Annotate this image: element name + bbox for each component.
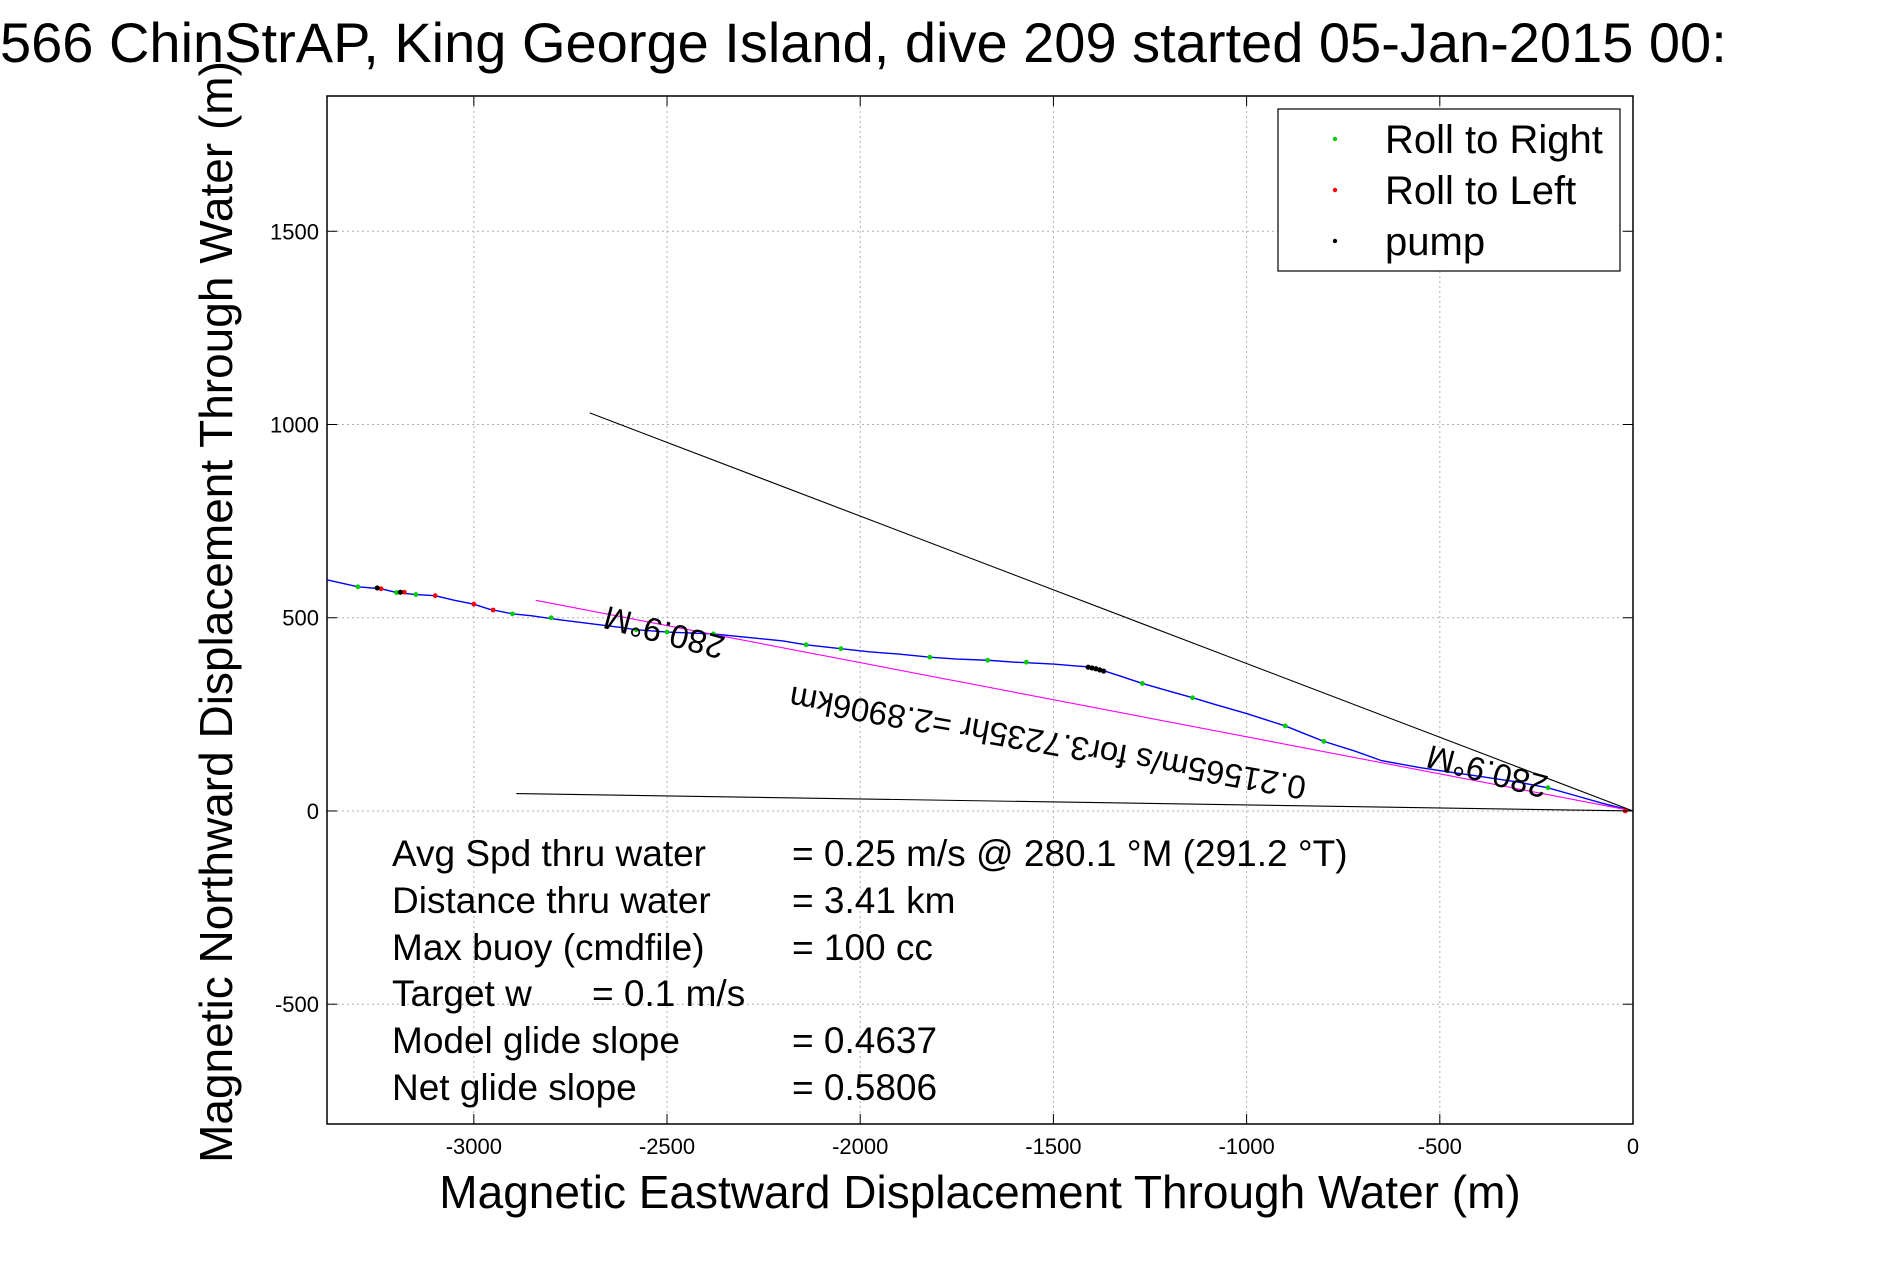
y-tick-label: 1500 — [270, 219, 319, 244]
stat-label-model-glide: Model glide slope — [392, 1020, 680, 1061]
legend-label-pump: pump — [1385, 220, 1485, 264]
x-tick-label: -3000 — [446, 1134, 502, 1159]
stat-value-avg-speed: = 0.25 m/s @ 280.1 °M (291.2 °T) — [792, 833, 1348, 874]
reference_line-line — [589, 412, 1634, 812]
stat-value-target-w: = 0.1 m/s — [592, 973, 745, 1014]
stat-label-avg-speed: Avg Spd thru water — [392, 833, 706, 874]
series-markers — [355, 584, 1628, 814]
stat-label-net-glide: Net glide slope — [392, 1067, 637, 1108]
stat-label-target-w: Target w — [392, 973, 532, 1014]
roll-right-marker — [985, 657, 991, 663]
legend-label-roll-right: Roll to Right — [1385, 118, 1603, 162]
y-tick-label: 500 — [282, 606, 319, 631]
y-axis-label: Magnetic Northward Displacement Through … — [190, 61, 242, 1163]
pump-marker — [1085, 664, 1091, 670]
stat-value-model-glide: = 0.4637 — [792, 1020, 937, 1061]
roll-left-marker — [432, 593, 438, 599]
roll-right-marker — [1282, 723, 1288, 729]
roll-left-marker — [490, 607, 496, 613]
y-axis-ticks: -500 0 500 1000 1500 — [270, 219, 1633, 1017]
legend: Roll to Right Roll to Left pump — [1277, 108, 1621, 272]
pump-marker — [374, 585, 380, 591]
roll-right-marker — [413, 592, 419, 597]
x-tick-label: 0 — [1627, 1134, 1639, 1159]
roll-right-marker — [710, 631, 716, 637]
roll-right-marker — [510, 611, 515, 617]
y-tick-label: 1000 — [270, 412, 319, 437]
x-tick-label: -2000 — [832, 1134, 888, 1159]
chart-title: 566 ChinStrAP, King George Island, dive … — [0, 11, 1727, 74]
x-axis-label: Magnetic Eastward Displacement Through W… — [439, 1166, 1520, 1218]
x-tick-label: -1500 — [1025, 1134, 1081, 1159]
roll-left-marker — [401, 589, 407, 595]
legend-label-roll-left: Roll to Left — [1385, 169, 1576, 213]
x-axis-ticks: -3000 -2500 -2000 -1500 -1000 -500 0 — [446, 96, 1639, 1159]
roll-right-marker — [803, 642, 809, 648]
stat-label-max-buoy: Max buoy (cmdfile) — [392, 927, 705, 968]
legend-marker-roll-left — [1332, 187, 1338, 193]
x-tick-label: -1000 — [1218, 1134, 1274, 1159]
stat-value-distance: = 3.41 km — [792, 880, 956, 921]
pump-marker — [1089, 665, 1095, 671]
roll-left-marker — [378, 586, 384, 592]
roll-right-marker — [1545, 785, 1551, 791]
legend-marker-roll-right — [1332, 136, 1338, 142]
y-tick-label: 0 — [307, 799, 319, 824]
pump-marker — [1101, 668, 1107, 674]
dive-stats: Avg Spd thru water = 0.25 m/s @ 280.1 °M… — [392, 833, 1348, 1108]
roll-left-marker — [471, 601, 477, 607]
stat-label-distance: Distance thru water — [392, 880, 711, 921]
x-tick-label: -500 — [1418, 1134, 1462, 1159]
pump-marker — [397, 589, 404, 595]
roll-right-marker — [1190, 695, 1195, 701]
roll-right-marker — [394, 590, 399, 596]
roll-right-marker — [1139, 681, 1145, 686]
roll-right-marker — [664, 629, 670, 635]
y-tick-label: -500 — [275, 992, 319, 1017]
reference_line-line — [516, 793, 1634, 812]
stat-value-net-glide: = 0.5806 — [792, 1067, 937, 1108]
roll-right-marker — [927, 654, 933, 660]
heading_line-line — [535, 599, 1634, 812]
stat-value-max-buoy: = 100 cc — [792, 927, 933, 968]
roll-right-marker — [1023, 659, 1029, 665]
roll-right-marker — [633, 627, 639, 633]
legend-marker-pump — [1332, 238, 1338, 244]
roll-right-marker — [1321, 738, 1327, 744]
roll-right-marker — [355, 584, 361, 590]
x-tick-label: -2500 — [639, 1134, 695, 1159]
roll-right-marker — [838, 646, 844, 652]
roll-right-marker — [548, 615, 554, 621]
